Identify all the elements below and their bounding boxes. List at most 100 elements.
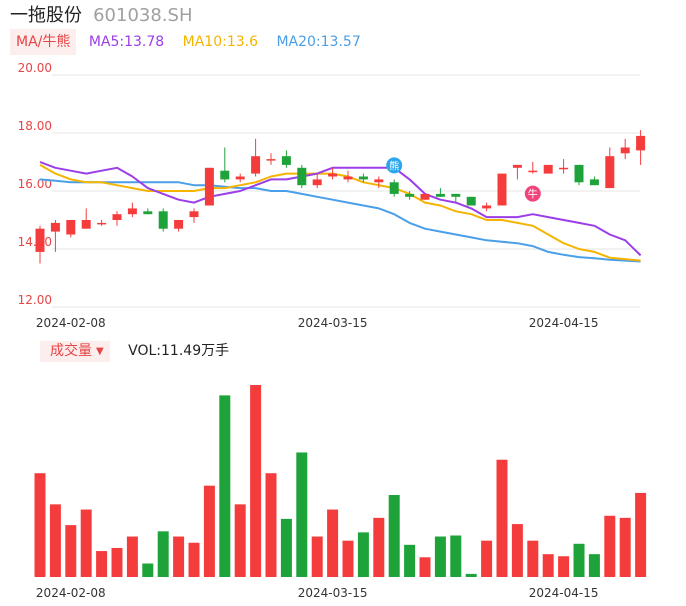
volume-bar: [327, 509, 339, 577]
candle-body: [66, 220, 76, 235]
candle-body: [543, 164, 553, 174]
signal-markers: 熊牛: [386, 157, 541, 202]
volume-bar: [481, 540, 493, 577]
volume-bar: [203, 485, 215, 577]
candle-body: [312, 179, 322, 186]
bear-marker: [386, 157, 403, 174]
candle-body: [451, 193, 461, 197]
volume-bar: [142, 563, 154, 577]
volume-bar: [373, 517, 385, 577]
volume-bar: [49, 504, 61, 577]
dropdown-arrow-icon: ▼: [96, 346, 104, 357]
candle-body: [559, 167, 569, 170]
price-x-axis: 2024-02-08 2024-03-15 2024-04-15: [36, 316, 599, 330]
volume-bar: [173, 536, 185, 577]
volume-bar: [157, 531, 169, 577]
volume-bar: [558, 556, 570, 577]
candle-body: [127, 208, 137, 215]
date-tick-label: 2024-02-08: [36, 316, 106, 330]
volume-value: VOL:11.49万手: [128, 343, 230, 359]
ma20-value: MA20:13.57: [276, 34, 361, 50]
stock-name: 一拖股份: [10, 5, 82, 26]
candle-body: [605, 156, 615, 189]
ma-indicator-selector[interactable]: MA/牛熊: [10, 29, 77, 55]
volume-bar: [234, 504, 246, 577]
bear-marker-label: 熊: [389, 159, 399, 172]
ma10-value: MA10:13.6: [182, 34, 258, 50]
candle-body: [636, 135, 646, 151]
candle-body: [112, 214, 122, 220]
price-tick-label: 12.00: [18, 293, 52, 307]
volume-indicator-selector[interactable]: 成交量 ▼: [40, 341, 110, 362]
candle-body: [328, 173, 338, 177]
candle-body: [343, 176, 353, 180]
candle-body: [574, 164, 584, 183]
price-tick-label: 18.00: [18, 119, 52, 133]
date-tick-label: 2024-04-15: [529, 586, 599, 600]
candle-body: [528, 170, 538, 173]
volume-bar: [219, 395, 231, 577]
candle-body: [512, 164, 522, 168]
volume-bar: [542, 554, 554, 577]
price-tick-label: 14.00: [18, 235, 52, 249]
candle-body: [81, 220, 91, 229]
candles: [35, 130, 646, 264]
volume-bar: [265, 473, 277, 577]
candle-body: [389, 182, 399, 194]
volume-bar: [465, 573, 477, 577]
candle-body: [405, 193, 415, 197]
date-tick-label: 2024-04-15: [529, 316, 599, 330]
volume-bar: [619, 517, 631, 577]
volume-bar: [404, 544, 416, 577]
volume-bar: [635, 492, 647, 577]
volume-bar: [604, 515, 616, 577]
volume-x-axis: 2024-02-08 2024-03-15 2024-04-15: [36, 586, 599, 600]
volume-bar: [357, 532, 369, 577]
volume-bar: [388, 495, 400, 577]
date-tick-label: 2024-02-08: [36, 586, 106, 600]
candle-body: [189, 211, 199, 218]
volume-bar: [588, 554, 600, 577]
volume-legend: 成交量 ▼ VOL:11.49万手: [40, 341, 230, 362]
stock-header: 一拖股份 601038.SH: [10, 4, 193, 28]
volume-bar: [80, 509, 92, 577]
date-tick-label: 2024-03-15: [298, 586, 368, 600]
candle-body: [358, 176, 368, 180]
volume-bars: [34, 385, 647, 577]
volume-bar: [280, 518, 292, 577]
volume-bar: [126, 536, 138, 577]
volume-bar: [450, 535, 462, 577]
date-tick-label: 2024-03-15: [298, 316, 368, 330]
candle-body: [143, 211, 153, 215]
volume-bar: [311, 536, 323, 577]
volume-bar: [111, 547, 123, 577]
bull-marker: [524, 185, 541, 202]
volume-bar: [527, 540, 539, 577]
price-tick-label: 20.00: [18, 61, 52, 75]
candle-body: [235, 176, 245, 180]
bull-marker-label: 牛: [528, 188, 538, 201]
candle-body: [281, 156, 291, 165]
volume-bar: [342, 540, 354, 577]
volume-bar: [96, 551, 108, 577]
candle-body: [174, 220, 184, 229]
volume-bar: [511, 524, 523, 577]
candle-body: [220, 170, 230, 180]
volume-bar: [34, 473, 46, 577]
candle-body: [251, 156, 261, 174]
candle-body: [266, 159, 276, 161]
volume-bar: [419, 557, 431, 577]
candle-body: [497, 173, 507, 206]
volume-bar: [496, 459, 508, 577]
candle-body: [297, 167, 307, 186]
volume-bar: [296, 452, 308, 577]
volume-bar: [188, 542, 200, 577]
stock-code: 601038.SH: [93, 5, 193, 26]
volume-bar: [65, 525, 77, 577]
ma5-line: [39, 161, 642, 257]
candle-body: [589, 179, 599, 186]
candle-body: [158, 211, 168, 229]
candle-body: [204, 167, 214, 206]
volume-bar: [573, 543, 585, 577]
